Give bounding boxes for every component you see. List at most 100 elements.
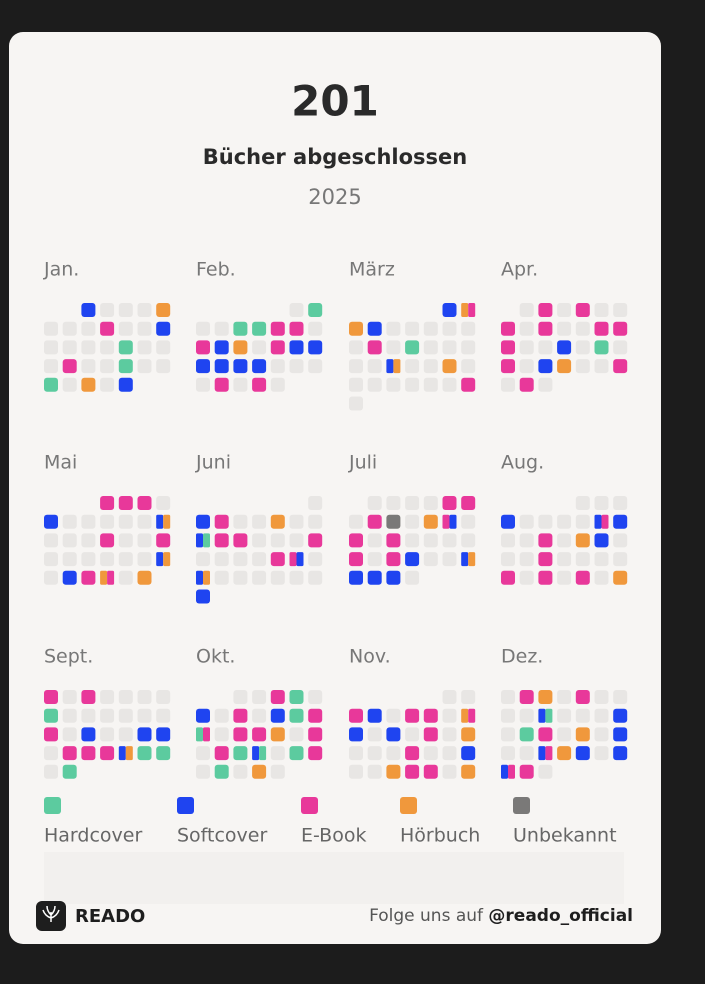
day-cell <box>214 570 229 585</box>
book-cell <box>461 552 469 567</box>
book-cell <box>538 533 553 548</box>
book-cell <box>203 727 210 742</box>
day-cell <box>137 359 152 374</box>
day-cell <box>367 552 382 567</box>
book-cell <box>137 570 152 585</box>
book-cell <box>501 321 515 336</box>
book-cell <box>100 321 115 336</box>
day-cell <box>100 708 115 723</box>
book-cell <box>196 708 210 723</box>
book-cell <box>575 690 590 704</box>
day-cell <box>519 746 534 761</box>
day-cell <box>289 570 304 585</box>
book-cell <box>508 764 515 779</box>
book-cell <box>81 746 96 761</box>
footer-band <box>44 852 624 904</box>
book-cell <box>81 303 96 317</box>
book-cell <box>575 727 590 742</box>
day-cell <box>44 552 58 567</box>
book-cell <box>405 764 420 779</box>
book-cell <box>519 727 534 742</box>
day-cell <box>519 552 534 567</box>
day-cell <box>214 552 229 567</box>
day-cell <box>557 533 572 548</box>
day-cell <box>442 340 457 355</box>
book-cell <box>613 570 628 585</box>
book-cell <box>289 552 297 567</box>
day-cell <box>613 340 628 355</box>
day-cell <box>405 321 420 336</box>
book-cell <box>308 708 323 723</box>
book-cell <box>156 552 164 567</box>
book-cell <box>196 514 210 529</box>
book-cell <box>386 570 401 585</box>
book-cell <box>81 377 96 392</box>
book-cell <box>118 746 126 761</box>
book-cell <box>270 708 285 723</box>
day-cell <box>137 690 152 704</box>
legend-swatch <box>301 797 318 814</box>
day-cell <box>519 708 534 723</box>
day-cell <box>62 377 77 392</box>
day-cell <box>613 552 628 567</box>
day-cell <box>405 514 420 529</box>
book-cell <box>538 359 553 374</box>
day-cell <box>367 764 382 779</box>
book-cell <box>203 570 210 585</box>
book-cell <box>163 514 171 529</box>
book-cell <box>468 552 476 567</box>
month-label: Aug. <box>501 452 544 474</box>
day-cell <box>233 514 248 529</box>
book-cell <box>44 708 58 723</box>
legend-label: Unbekannt <box>513 825 617 847</box>
book-cell <box>62 764 77 779</box>
book-cell <box>575 303 590 317</box>
day-cell <box>575 708 590 723</box>
day-cell <box>613 533 628 548</box>
book-cell <box>100 533 115 548</box>
book-cell <box>214 514 229 529</box>
book-cell <box>156 746 171 761</box>
day-cell <box>557 514 572 529</box>
day-cell <box>594 708 609 723</box>
book-cell <box>308 727 323 742</box>
book-cell <box>214 746 229 761</box>
book-cell <box>613 746 628 761</box>
day-cell <box>81 340 96 355</box>
day-cell <box>575 340 590 355</box>
day-cell <box>423 496 438 510</box>
day-cell <box>423 321 438 336</box>
book-cell <box>289 708 304 723</box>
day-cell <box>349 746 363 761</box>
day-cell <box>308 570 323 585</box>
day-cell <box>252 690 267 704</box>
day-cell <box>349 359 363 374</box>
month-label: Okt. <box>196 646 235 668</box>
legend-swatch <box>177 797 194 814</box>
book-cell <box>233 727 248 742</box>
day-cell <box>118 570 133 585</box>
book-cell <box>501 359 515 374</box>
day-cell <box>252 533 267 548</box>
month-label: Apr. <box>501 259 538 281</box>
day-cell <box>386 340 401 355</box>
day-cell <box>289 359 304 374</box>
book-cell <box>423 764 438 779</box>
day-cell <box>270 359 285 374</box>
book-cell <box>461 303 469 317</box>
book-cell <box>289 340 304 355</box>
book-cell <box>252 746 260 761</box>
day-cell <box>214 727 229 742</box>
day-cell <box>405 570 420 585</box>
legend-swatch <box>400 797 417 814</box>
day-cell <box>308 552 323 567</box>
book-cell <box>308 340 323 355</box>
book-cell <box>137 746 152 761</box>
book-cell <box>386 727 401 742</box>
book-cell <box>107 570 115 585</box>
day-cell <box>308 496 323 510</box>
book-cell <box>449 514 457 529</box>
book-cell <box>538 570 553 585</box>
day-cell <box>270 377 285 392</box>
book-cell <box>156 321 171 336</box>
